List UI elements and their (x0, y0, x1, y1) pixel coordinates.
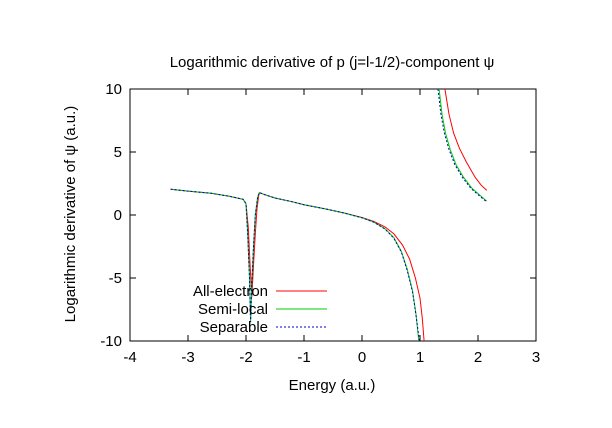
plot-curves (170, 88, 488, 342)
legend-label: Semi-local (198, 301, 268, 318)
x-tick-label: 0 (358, 349, 366, 366)
series-line-2 (170, 188, 420, 342)
legend-label: All-electron (193, 283, 268, 300)
chart-title: Logarithmic derivative of p (j=l-1/2)-co… (170, 54, 495, 71)
x-tick-label: 2 (474, 349, 482, 366)
y-axis-label: Logarithmic derivative of ψ (a.u.) (62, 106, 79, 323)
y-tick-label: 10 (105, 81, 122, 98)
x-tick-label: 1 (416, 349, 424, 366)
y-tick-label: 5 (114, 144, 122, 161)
x-tick-label: -2 (239, 349, 252, 366)
x-tick-label: -4 (123, 349, 136, 366)
y-tick-label: -5 (109, 270, 122, 287)
series-line-2 (437, 88, 488, 203)
x-tick-label: 3 (532, 349, 540, 366)
y-tick-label: 0 (114, 207, 122, 224)
legend-label: Separable (200, 319, 268, 336)
x-axis-label: Energy (a.u.) (289, 377, 376, 394)
x-tick-label: -3 (181, 349, 194, 366)
series-line-1 (438, 88, 488, 202)
y-tick-label: -10 (100, 333, 122, 350)
plot-frame (129, 88, 537, 342)
series-line-0 (444, 88, 488, 191)
x-tick-label: -1 (297, 349, 310, 366)
